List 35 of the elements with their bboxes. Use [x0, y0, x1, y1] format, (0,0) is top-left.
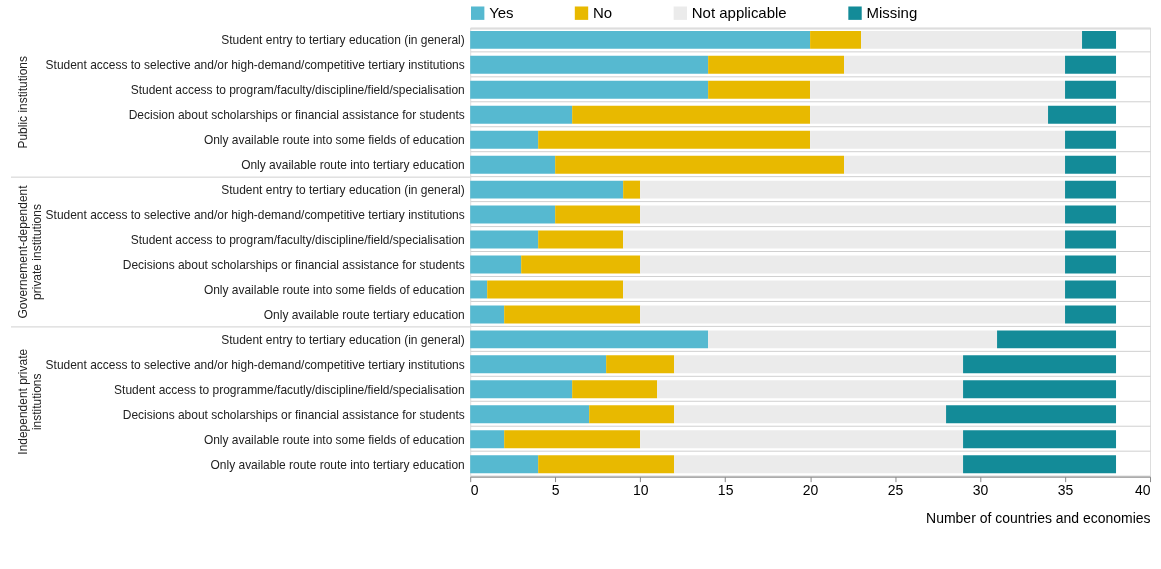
- x-tick-label: 20: [802, 482, 819, 499]
- y-tick-label: Only available route tertiary education: [263, 307, 465, 322]
- y-tick-label: Decision about scholarships or financial assistance for students: [128, 108, 465, 123]
- y-tick-label: Decisions about scholarships or financial assistance for students: [122, 257, 465, 272]
- x-tick-label: 35: [1057, 482, 1074, 499]
- y-tick-label: Student access to selective and/or high-demand/competitive tertiary institutions: [45, 58, 465, 73]
- y-tick-label: Student entry to tertiary education (in general): [221, 332, 465, 347]
- y-tick-label: Student entry to tertiary education (in general): [221, 33, 465, 48]
- y-tick-label: Only available route into some fields of education: [203, 133, 465, 148]
- x-tick-label: 5: [551, 482, 560, 499]
- y-tick-label: Only available route into tertiary education: [241, 158, 465, 173]
- x-tick-label: 25: [887, 482, 904, 499]
- x-tick-label: 15: [717, 482, 734, 499]
- text: Governement-dependent private institutions: [15, 184, 44, 319]
- y-tick-label: Student access to selective and/or high-demand/competitive tertiary institutions: [45, 357, 465, 372]
- y-tick-label: Student access to program/faculty/discipline/field/specialisation: [130, 233, 465, 248]
- legend-label: Missing: [866, 4, 918, 22]
- legend-label: Yes: [489, 4, 514, 22]
- y-tick-label: Student access to program/faculty/discipline/field/specialisation: [130, 83, 465, 98]
- text: Independent private institutions: [15, 348, 44, 455]
- x-axis-title: Number of countries and economies: [926, 510, 1151, 527]
- y-tick-label: Only available route into some fields of education: [203, 282, 465, 297]
- x-tick-label: 40: [1134, 482, 1151, 499]
- x-tick-label: 10: [632, 482, 649, 499]
- y-tick-label: Student access to selective and/or high-demand/competitive tertiary institutions: [45, 208, 465, 223]
- y-tick-label: Only available route route into tertiary education: [210, 457, 465, 472]
- text: Public institutions: [15, 56, 30, 149]
- legend-label: No: [592, 4, 613, 22]
- y-tick-label: Student access to programme/facutly/discipline/field/specialisation: [114, 382, 465, 397]
- x-tick-label: 0: [470, 482, 479, 499]
- y-tick-label: Decisions about scholarships or financial assistance for students: [122, 407, 465, 422]
- legend-label: Not applicable: [691, 4, 787, 22]
- y-tick-label: Student entry to tertiary education (in general): [221, 183, 465, 198]
- x-tick-label: 30: [972, 482, 989, 499]
- y-tick-label: Only available route into some fields of education: [203, 432, 465, 447]
